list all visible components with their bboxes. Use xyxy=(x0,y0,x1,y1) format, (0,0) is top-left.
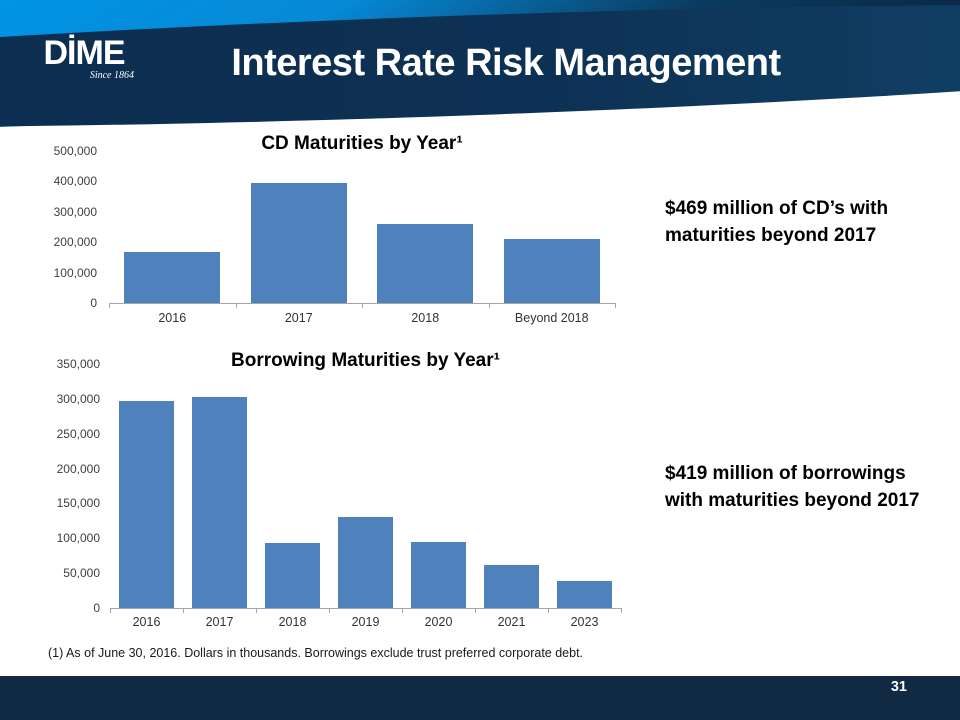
x-axis-label: 2016 xyxy=(158,311,187,325)
bar-2019 xyxy=(337,516,394,608)
y-axis-label: 300,000 xyxy=(53,204,97,219)
x-axis-tick xyxy=(488,303,490,308)
x-axis-tick xyxy=(109,303,110,308)
cd-callout-text: $469 million of CD’s with maturities bey… xyxy=(665,198,889,246)
y-axis-label: 500,000 xyxy=(53,144,97,158)
x-axis-label: Beyond 2018 xyxy=(514,311,589,325)
slide-title: Interest Rate Risk Management xyxy=(231,42,781,84)
x-axis-label: 2018 xyxy=(411,311,440,325)
dime-logo-text: DİME xyxy=(43,34,126,72)
y-axis-label: 0 xyxy=(90,296,97,310)
header-background-graphic xyxy=(0,0,960,132)
dime-logo: DİME Since 1864 xyxy=(30,36,138,81)
cd-chart-title: CD Maturities by Year¹ xyxy=(261,133,463,154)
y-axis-label: 50,000 xyxy=(63,566,100,581)
x-axis-tick xyxy=(256,608,257,613)
x-axis-label: 2019 xyxy=(351,615,380,629)
bar-2016 xyxy=(118,400,175,608)
x-axis-label: 2016 xyxy=(132,615,161,629)
x-axis-tick xyxy=(329,608,330,613)
y-axis-label: 250,000 xyxy=(56,426,100,441)
x-axis-label: 2017 xyxy=(284,311,313,325)
x-axis-tick xyxy=(110,608,111,613)
cd-maturities-chart: CD Maturities by Year¹ 0 100,000 200,000 30… xyxy=(40,133,680,333)
header-banner: DİME Since 1864 Interest Rate Risk Manag… xyxy=(0,0,960,132)
bar-2017 xyxy=(191,396,248,608)
x-axis-tick xyxy=(621,608,622,613)
y-axis-label: 350,000 xyxy=(56,357,100,371)
borrowings-callout-text: $419 million of borrowings with maturiti… xyxy=(665,463,920,511)
bar-2017 xyxy=(250,182,347,303)
x-axis-tick xyxy=(362,303,363,308)
y-axis-label: 400,000 xyxy=(53,174,97,189)
x-axis-label: 2017 xyxy=(205,615,234,629)
x-axis-line xyxy=(110,608,621,609)
x-axis-tick xyxy=(183,608,184,613)
dime-logo-tagline: Since 1864 xyxy=(89,70,134,81)
bar-Beyond 2018 xyxy=(503,239,600,303)
x-axis-label: 2021 xyxy=(497,615,526,629)
x-axis-label: 2020 xyxy=(424,615,453,629)
x-axis-tick xyxy=(475,608,476,613)
x-axis-label: 2018 xyxy=(278,615,307,629)
y-axis-label: 200,000 xyxy=(56,461,100,476)
bar-2020 xyxy=(410,542,467,608)
x-axis-tick xyxy=(548,608,549,613)
bar-2018 xyxy=(264,543,321,608)
bar-2021 xyxy=(483,564,540,608)
y-axis-label: 0 xyxy=(93,601,100,615)
page-number: 31 xyxy=(890,679,907,695)
y-axis-label: 300,000 xyxy=(56,391,100,406)
x-axis-label: 2023 xyxy=(570,615,599,629)
bar-2018 xyxy=(377,223,474,303)
borrowing-maturities-chart: Borrowing Maturities by Year¹ 0 50,000 100… xyxy=(40,350,680,638)
y-axis-label: 100,000 xyxy=(56,531,100,546)
y-axis-label: 100,000 xyxy=(53,265,97,280)
y-axis-label: 200,000 xyxy=(53,235,97,250)
footer-bar: 31 xyxy=(0,676,960,720)
bar-2016 xyxy=(124,251,221,303)
footnote: (1) As of June 30, 2016. Dollars in thou… xyxy=(48,646,584,660)
x-axis-tick xyxy=(402,608,403,613)
y-axis-label: 150,000 xyxy=(56,496,100,511)
bar-2023 xyxy=(556,580,613,608)
borrowing-chart-title: Borrowing Maturities by Year¹ xyxy=(231,350,500,371)
x-axis-tick xyxy=(235,303,237,308)
x-axis-tick xyxy=(615,303,616,308)
